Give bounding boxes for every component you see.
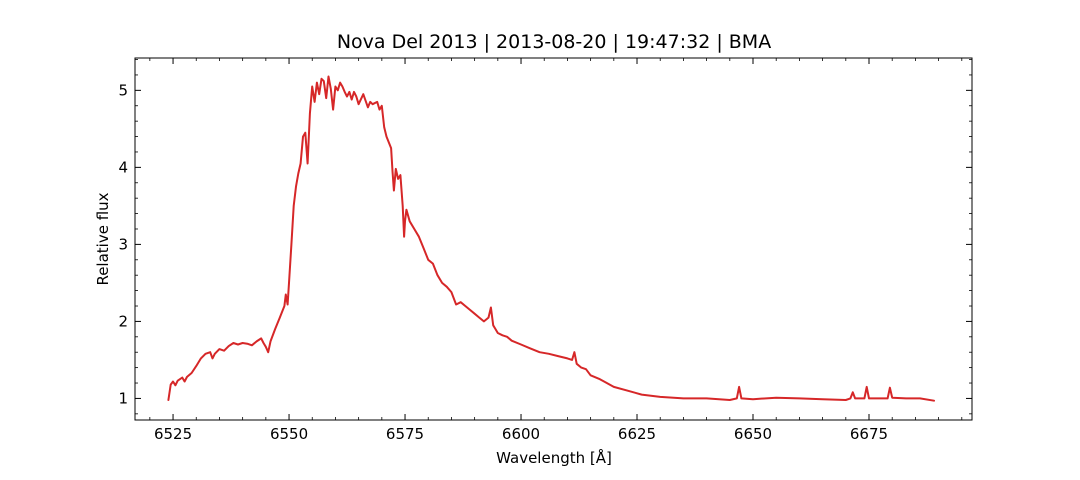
spectrum-line: [167, 75, 935, 402]
x-tick-label: 6625: [618, 425, 656, 443]
chart-title: Nova Del 2013 | 2013-08-20 | 19:47:32 | …: [337, 31, 771, 53]
y-axis-label: Relative flux: [94, 192, 112, 285]
plot-layer: 6525 6550 6575 6600 6625 6650 6675 1 2 3 4 5: [118, 58, 972, 443]
x-tick-label: 6550: [270, 425, 308, 443]
y-tick-label: 1: [118, 389, 128, 407]
x-tick-label: 6650: [734, 425, 772, 443]
plot-frame: [134, 57, 973, 421]
x-tick-label: 6575: [386, 425, 424, 443]
y-tick-label: 4: [118, 158, 128, 176]
y-tick-label: 3: [118, 235, 128, 253]
y-tick-label: 2: [118, 312, 128, 330]
x-tick-label: 6600: [502, 425, 540, 443]
x-axis-label: Wavelength [Å]: [496, 448, 612, 467]
y-tick-label: 5: [118, 81, 128, 99]
x-tick-label: 6675: [850, 425, 888, 443]
x-tick-label: 6525: [154, 425, 192, 443]
